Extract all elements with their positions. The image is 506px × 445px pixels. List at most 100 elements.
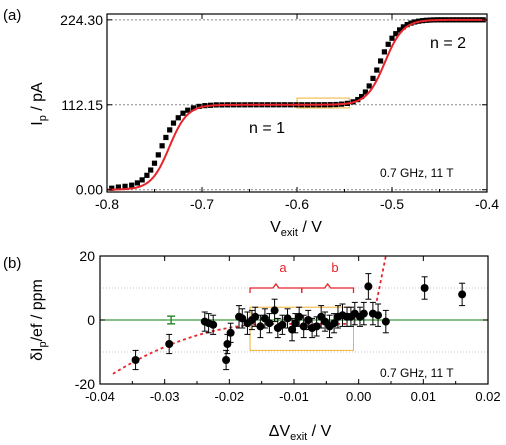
panel-a-data-point bbox=[159, 143, 165, 149]
panel-a-data-point bbox=[163, 134, 169, 141]
panel-b-data-point bbox=[270, 306, 279, 315]
panel-a-xtick-label: -0.6 bbox=[285, 196, 309, 212]
panel-b-data-point bbox=[364, 282, 373, 291]
panel-b-bracket-a bbox=[249, 282, 303, 293]
panel-a-data-point bbox=[370, 75, 376, 81]
panel-a-data-point bbox=[190, 105, 197, 111]
panel-a-data-point bbox=[381, 49, 387, 55]
panel-a-data-point bbox=[185, 107, 191, 113]
panel-b-xtick-label: -0.02 bbox=[215, 389, 245, 404]
panel-a-plot: -0.8 -0.7 -0.6 -0.5 -0.4 0.00 112.15 224.30 bbox=[60, 12, 499, 212]
panel-b-data-point bbox=[304, 316, 313, 324]
panel-a-xlabel-sub: exit bbox=[281, 227, 298, 239]
panel-a-ytick-label: 0.00 bbox=[76, 182, 103, 198]
panel-b-data-point bbox=[359, 309, 368, 318]
panel-a-annotation-n2: n = 2 bbox=[430, 35, 466, 52]
panel-b-data-point bbox=[209, 320, 218, 329]
panel-b-label: (b) bbox=[3, 255, 21, 272]
panel-b-ytick-label: -20 bbox=[75, 376, 95, 392]
panel-b-xtick-label: 0.01 bbox=[411, 389, 436, 404]
panel-a-data-point bbox=[408, 20, 414, 26]
panel-a-xtick-label: -0.4 bbox=[475, 196, 499, 212]
panel-a-data-point bbox=[397, 27, 403, 33]
panel-a-data-point bbox=[129, 182, 135, 188]
panel-b-plot: -0.04 -0.03 -0.02 -0.01 0.00 0.01 0.02 -20 0 20 bbox=[75, 248, 501, 404]
panel-b-data-point bbox=[288, 325, 297, 334]
panel-b-data-point bbox=[374, 311, 383, 320]
panel-a-data-point bbox=[400, 24, 406, 30]
panel-b-data-point bbox=[226, 328, 235, 337]
panel-a-data-point bbox=[134, 180, 140, 186]
panel-a-data-point bbox=[115, 184, 121, 190]
panel-b-data-point bbox=[251, 312, 260, 321]
panel-a-ylabel: Ip / pA bbox=[29, 82, 49, 126]
panel-b-data-point bbox=[238, 314, 247, 323]
panel-b-xtick-label: -0.01 bbox=[279, 389, 309, 404]
panel-b-data-point bbox=[299, 322, 308, 331]
panel-a: (a) -0.8 -0.7 -0.6 -0.5 -0.4 0.00 112.15 224.30… bbox=[3, 7, 499, 239]
panel-a-xlabel-main: V bbox=[270, 219, 281, 236]
panel-a-data-point bbox=[366, 83, 372, 89]
panel-a-ytick-label: 112.15 bbox=[61, 97, 103, 113]
panel-a-data-point bbox=[196, 103, 202, 110]
panel-b-data-point bbox=[283, 314, 292, 323]
panel-a-data-point bbox=[139, 177, 145, 183]
panel-a-ylabel-main: I bbox=[29, 121, 46, 125]
panel-b-data-point bbox=[330, 319, 339, 328]
panel-a-data-point bbox=[180, 110, 186, 116]
panel-a-xtick-label: -0.8 bbox=[95, 196, 119, 212]
panel-b-trend-curve-right bbox=[375, 255, 387, 301]
panel-a-data-point bbox=[355, 96, 361, 103]
panel-a-data-point bbox=[359, 93, 365, 100]
panel-a-data-point bbox=[362, 89, 368, 95]
panel-b-xtick-label: 0.02 bbox=[475, 389, 500, 404]
panel-a-data-point bbox=[170, 120, 177, 126]
panel-b-data-point bbox=[222, 356, 231, 364]
panel-b-data-point bbox=[295, 312, 304, 321]
panel-b-data-point bbox=[165, 340, 174, 348]
panel-b-xtick-label: 0.00 bbox=[346, 389, 371, 404]
panel-b-ytick-label: 20 bbox=[79, 248, 95, 264]
panel-a-data-point bbox=[155, 152, 161, 158]
panel-a-data-point bbox=[404, 22, 410, 28]
panel-b-data-point bbox=[131, 356, 140, 364]
panel-b-xtick-label: -0.03 bbox=[150, 389, 180, 404]
panel-b-xlabel-main: ΔV bbox=[269, 423, 291, 440]
panel-a-data-point bbox=[389, 35, 395, 41]
panel-a-conditions: 0.7 GHz, 11 T bbox=[380, 166, 454, 180]
panel-b-data-point bbox=[278, 320, 287, 329]
panel-a-data-point bbox=[385, 41, 391, 47]
panel-a-annotation-n1: n = 1 bbox=[249, 120, 285, 137]
panel-a-ytick-label: 224.30 bbox=[60, 12, 103, 28]
panel-a-data-point bbox=[374, 67, 380, 73]
panel-b-bracket-b bbox=[301, 282, 355, 293]
panel-a-xlabel: Vexit / V bbox=[270, 219, 322, 239]
panel-a-xtick-label: -0.5 bbox=[380, 196, 404, 212]
panel-b-bracket-b-label: b bbox=[331, 260, 338, 275]
panel-b-xlabel-sub: exit bbox=[290, 431, 307, 443]
panel-b-conditions: 0.7 GHz, 11 T bbox=[380, 366, 454, 380]
panel-a-data-point bbox=[393, 31, 399, 37]
panel-b-data-point bbox=[291, 319, 300, 328]
panel-a-xlabel-tail: / V bbox=[298, 219, 322, 236]
panel-a-data-point bbox=[109, 185, 115, 191]
panel-a-ylabel-sub: p bbox=[37, 115, 49, 121]
panel-b-ylabel-main: δI bbox=[29, 348, 46, 361]
panel-b-ylabel-sub: p bbox=[37, 341, 49, 347]
panel-b-xlabel: ΔVexit / V bbox=[269, 423, 332, 443]
panel-a-xtick-label: -0.7 bbox=[190, 196, 214, 212]
panel-a-data-point bbox=[148, 167, 154, 173]
panel-b-data-point bbox=[458, 290, 467, 299]
panel-a-fit-curve bbox=[106, 18, 487, 191]
panel-b-ylabel-tail: /ef / ppm bbox=[29, 279, 46, 341]
panel-b-data-point bbox=[420, 284, 429, 292]
panel-b-xtick-label: -0.04 bbox=[85, 389, 115, 404]
panel-b-data-point bbox=[265, 319, 274, 328]
panel-a-data-point bbox=[144, 172, 150, 178]
panel-a-ylabel-tail: / pA bbox=[29, 82, 46, 115]
panel-a-data-point bbox=[167, 127, 173, 133]
panel-b: (b) -0.04 -0.03 -0.02 -0.01 0.00 0.01 0.02 -20 0… bbox=[3, 248, 501, 443]
panel-b-xlabel-tail: / V bbox=[307, 423, 331, 440]
panel-a-data-point bbox=[175, 115, 181, 121]
